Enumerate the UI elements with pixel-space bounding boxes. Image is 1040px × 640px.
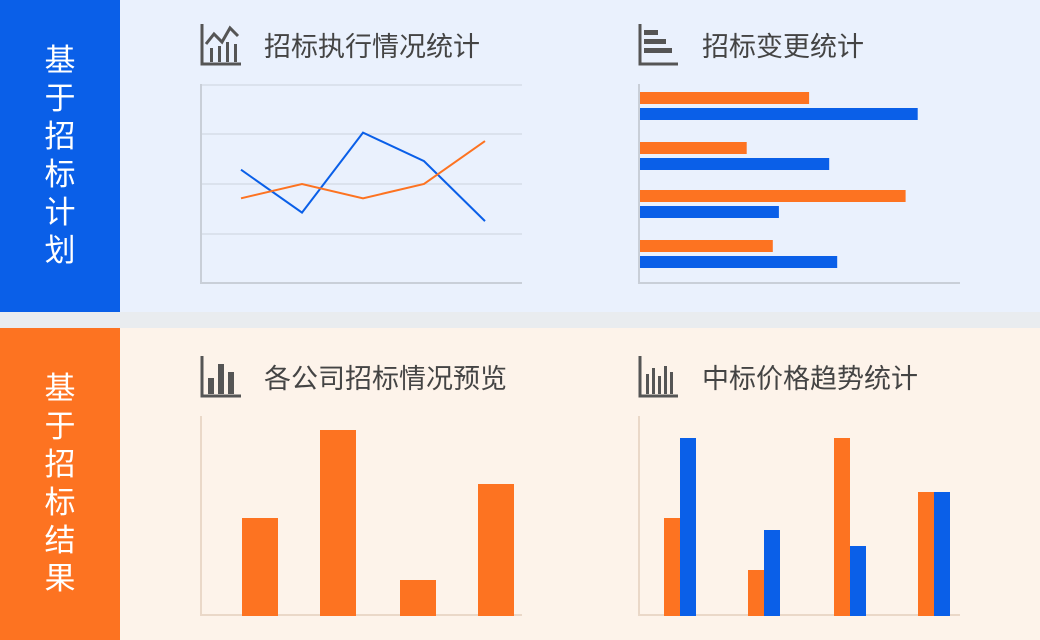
changes-panel: 招标变更统计 <box>638 22 968 292</box>
bar-1 <box>242 518 278 616</box>
execution-panel-header: 招标执行情况统计 <box>200 22 480 66</box>
bar-orange-2 <box>640 142 747 154</box>
bar-blue-4 <box>640 256 838 268</box>
bar-orange-1 <box>664 518 680 616</box>
companies-panel-title: 各公司招标情况预览 <box>264 363 507 395</box>
bar-orange-1 <box>640 92 810 104</box>
bar-blue-2 <box>764 530 780 616</box>
companies-panel-header: 各公司招标情况预览 <box>200 354 507 398</box>
price-trend-panel-header: 中标价格趋势统计 <box>638 354 918 398</box>
bar-orange-3 <box>834 438 850 616</box>
plan-section-label-text: 基于招标计划 <box>44 43 76 269</box>
bar-4 <box>478 484 514 616</box>
bar-blue-1 <box>680 438 696 616</box>
changes-bar-chart <box>638 84 960 284</box>
bar-blue-3 <box>640 206 779 218</box>
changes-panel-title: 招标变更统计 <box>702 31 864 63</box>
bar-3 <box>400 580 436 616</box>
bar-chart-icon <box>200 356 241 398</box>
result-section-label-text: 基于招标结果 <box>44 371 76 597</box>
execution-panel: 招标执行情况统计 <box>200 22 530 292</box>
changes-panel-header: 招标变更统计 <box>638 22 864 66</box>
line-chart-icon <box>200 24 241 66</box>
bar-blue-3 <box>850 546 866 616</box>
bar-blue-4 <box>934 492 950 616</box>
bar-orange-2 <box>748 570 764 616</box>
bar-2 <box>320 430 356 616</box>
result-section-label: 基于招标结果 <box>0 328 120 640</box>
bar-blue-2 <box>640 158 830 170</box>
column-chart-icon <box>638 356 678 398</box>
series-line-2 <box>240 140 486 200</box>
price-trend-bar-chart <box>638 416 960 616</box>
bar-orange-3 <box>640 190 906 202</box>
bar-orange-4 <box>640 240 773 252</box>
horizontal-bar-chart-icon <box>638 24 678 66</box>
execution-panel-title: 招标执行情况统计 <box>264 31 480 63</box>
execution-line-chart <box>200 84 522 284</box>
companies-panel: 各公司招标情况预览 <box>200 354 530 640</box>
result-section: 基于招标结果 各公司招标情况预览 中标价格趋势统计 <box>0 328 1040 640</box>
plan-section-label: 基于招标计划 <box>0 0 120 312</box>
series-line-1 <box>240 131 486 222</box>
bar-blue-1 <box>640 108 918 120</box>
bar-orange-4 <box>918 492 934 616</box>
price-trend-panel: 中标价格趋势统计 <box>638 354 968 640</box>
companies-bar-chart <box>200 416 522 616</box>
price-trend-panel-title: 中标价格趋势统计 <box>702 363 918 395</box>
plan-section: 基于招标计划 招标执行情况统计 招标变更统计 <box>0 0 1040 312</box>
